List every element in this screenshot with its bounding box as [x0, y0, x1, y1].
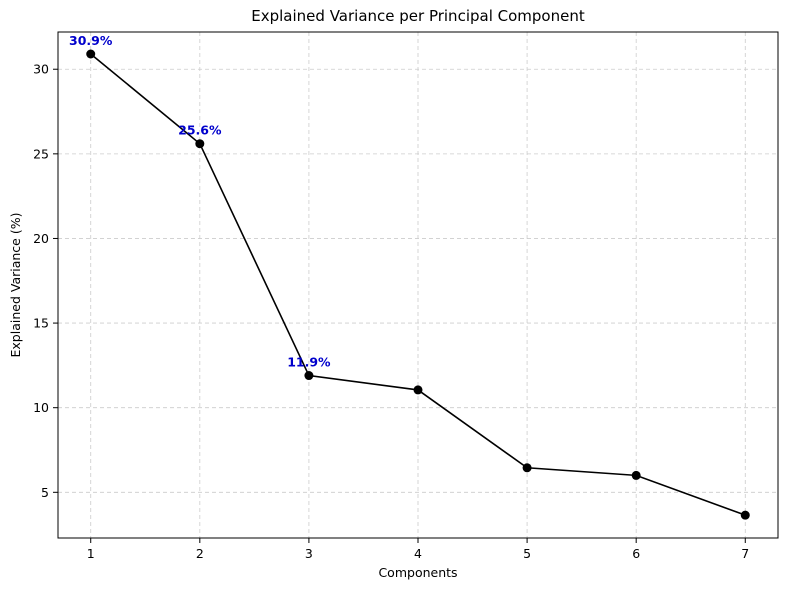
data-point-1	[86, 49, 96, 59]
y-tick-label: 5	[41, 485, 49, 500]
grid	[58, 32, 778, 538]
x-axis-title: Components	[378, 565, 457, 580]
x-tick-label: 1	[87, 546, 95, 561]
x-tick-label: 5	[523, 546, 531, 561]
x-tick-label: 2	[196, 546, 204, 561]
data-point-7	[740, 510, 750, 520]
data-points	[86, 49, 750, 520]
data-point-2	[195, 139, 205, 149]
y-tick-label: 15	[33, 316, 49, 331]
data-label-2: 25.6%	[178, 123, 222, 138]
data-point-4	[413, 385, 423, 395]
x-tick-label: 4	[414, 546, 422, 561]
y-tick-label: 20	[33, 231, 49, 246]
x-tick-label: 7	[741, 546, 749, 561]
y-tick-label: 25	[33, 146, 49, 161]
data-label-1: 30.9%	[69, 33, 113, 48]
y-tick-label: 10	[33, 400, 49, 415]
y-axis-title: Explained Variance (%)	[8, 213, 23, 358]
data-point-5	[522, 463, 532, 473]
x-tick-label: 3	[305, 546, 313, 561]
data-labels: 30.9% 25.6% 11.9%	[69, 33, 331, 370]
data-point-6	[631, 470, 641, 480]
y-axis-ticks: 5 10 15 20 25 30	[33, 62, 58, 500]
x-tick-label: 6	[632, 546, 640, 561]
y-tick-label: 30	[33, 62, 49, 77]
data-point-3	[304, 371, 314, 381]
data-label-3: 11.9%	[287, 355, 331, 370]
x-axis-ticks: 1 2 3 4 5 6 7	[87, 538, 749, 561]
chart-title: Explained Variance per Principal Compone…	[251, 7, 585, 25]
